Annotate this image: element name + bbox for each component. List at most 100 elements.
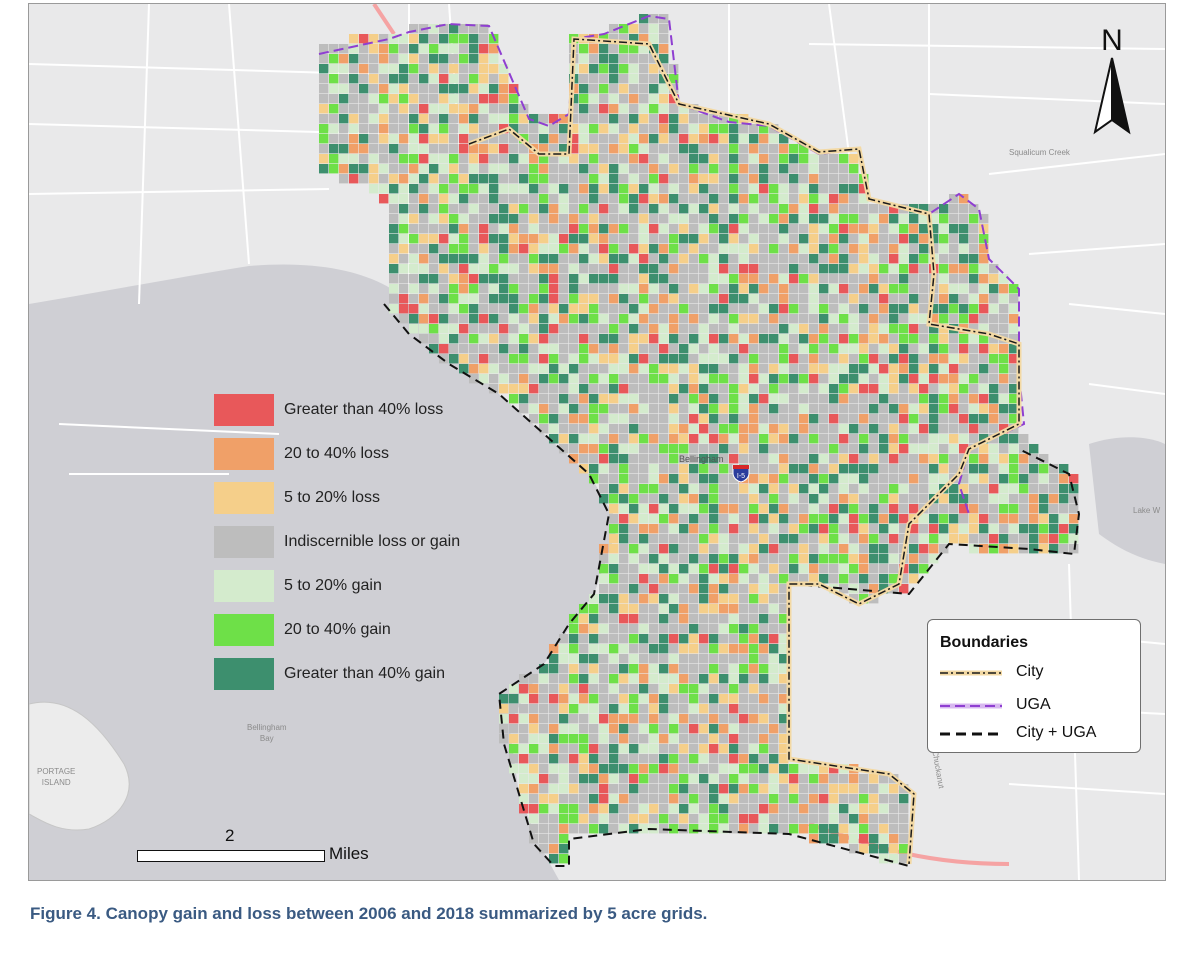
grid-cell	[659, 204, 669, 214]
grid-cell	[559, 644, 569, 654]
grid-cell	[819, 414, 829, 424]
grid-cell	[779, 744, 789, 754]
grid-cell	[609, 204, 619, 214]
grid-cell	[649, 164, 659, 174]
grid-cell	[599, 444, 609, 454]
grid-cell	[759, 814, 769, 824]
grid-cell	[689, 254, 699, 264]
grid-cell	[779, 524, 789, 534]
grid-cell	[489, 304, 499, 314]
grid-cell	[859, 794, 869, 804]
grid-cell	[1009, 284, 1019, 294]
grid-cell	[359, 54, 369, 64]
grid-cell	[729, 224, 739, 234]
grid-cell	[679, 464, 689, 474]
grid-cell	[1019, 434, 1029, 444]
grid-cell	[629, 704, 639, 714]
grid-cell	[719, 364, 729, 374]
grid-cell	[519, 264, 529, 274]
grid-cell	[549, 404, 559, 414]
grid-cell	[589, 384, 599, 394]
grid-cell	[669, 724, 679, 734]
grid-cell	[689, 284, 699, 294]
grid-cell	[569, 714, 579, 724]
boundary-item-city-uga: City + UGA	[940, 723, 1135, 745]
grid-cell	[639, 594, 649, 604]
grid-cell	[579, 604, 589, 614]
grid-cell	[729, 694, 739, 704]
grid-cell	[809, 244, 819, 254]
grid-cell	[689, 184, 699, 194]
grid-cell	[439, 144, 449, 154]
grid-cell	[439, 224, 449, 234]
grid-cell	[759, 494, 769, 504]
grid-cell	[879, 824, 889, 834]
grid-cell	[639, 644, 649, 654]
grid-cell	[739, 804, 749, 814]
grid-cell	[839, 784, 849, 794]
grid-cell	[749, 574, 759, 584]
grid-cell	[1009, 364, 1019, 374]
grid-cell	[569, 344, 579, 354]
grid-cell	[479, 24, 489, 34]
grid-cell	[549, 844, 559, 854]
grid-cell	[549, 264, 559, 274]
grid-cell	[469, 304, 479, 314]
grid-cell	[959, 434, 969, 444]
grid-cell	[359, 34, 369, 44]
grid-cell	[589, 774, 599, 784]
grid-cell	[949, 314, 959, 324]
grid-cell	[369, 154, 379, 164]
grid-cell	[609, 444, 619, 454]
grid-cell	[649, 414, 659, 424]
grid-cell	[589, 324, 599, 334]
grid-cell	[779, 704, 789, 714]
grid-cell	[789, 484, 799, 494]
grid-cell	[909, 454, 919, 464]
grid-cell	[799, 304, 809, 314]
grid-cell	[869, 334, 879, 344]
grid-cell	[629, 464, 639, 474]
grid-cell	[589, 754, 599, 764]
grid-cell	[989, 384, 999, 394]
grid-cell	[709, 584, 719, 594]
grid-cell	[759, 514, 769, 524]
grid-cell	[819, 454, 829, 464]
grid-cell	[759, 534, 769, 544]
grid-cell	[709, 214, 719, 224]
grid-cell	[439, 164, 449, 174]
grid-cell	[539, 204, 549, 214]
grid-cell	[899, 224, 909, 234]
grid-cell	[879, 564, 889, 574]
grid-cell	[489, 154, 499, 164]
grid-cell	[719, 314, 729, 324]
grid-cell	[369, 54, 379, 64]
grid-cell	[719, 804, 729, 814]
grid-cell	[729, 824, 739, 834]
grid-cell	[569, 804, 579, 814]
grid-cell	[469, 134, 479, 144]
grid-cell	[849, 224, 859, 234]
grid-cell	[659, 504, 669, 514]
grid-cell	[659, 764, 669, 774]
grid-cell	[559, 654, 569, 664]
grid-cell	[779, 224, 789, 234]
grid-cell	[829, 384, 839, 394]
grid-cell	[659, 804, 669, 814]
grid-cell	[959, 294, 969, 304]
grid-cell	[589, 274, 599, 284]
grid-cell	[759, 664, 769, 674]
grid-cell	[879, 244, 889, 254]
grid-cell	[979, 364, 989, 374]
grid-cell	[779, 794, 789, 804]
grid-cell	[779, 764, 789, 774]
grid-cell	[689, 444, 699, 454]
grid-cell	[769, 714, 779, 724]
grid-cell	[449, 184, 459, 194]
grid-cell	[809, 154, 819, 164]
grid-cell	[829, 404, 839, 414]
grid-cell	[589, 294, 599, 304]
grid-cell	[569, 354, 579, 364]
grid-cell	[739, 784, 749, 794]
grid-cell	[749, 694, 759, 704]
